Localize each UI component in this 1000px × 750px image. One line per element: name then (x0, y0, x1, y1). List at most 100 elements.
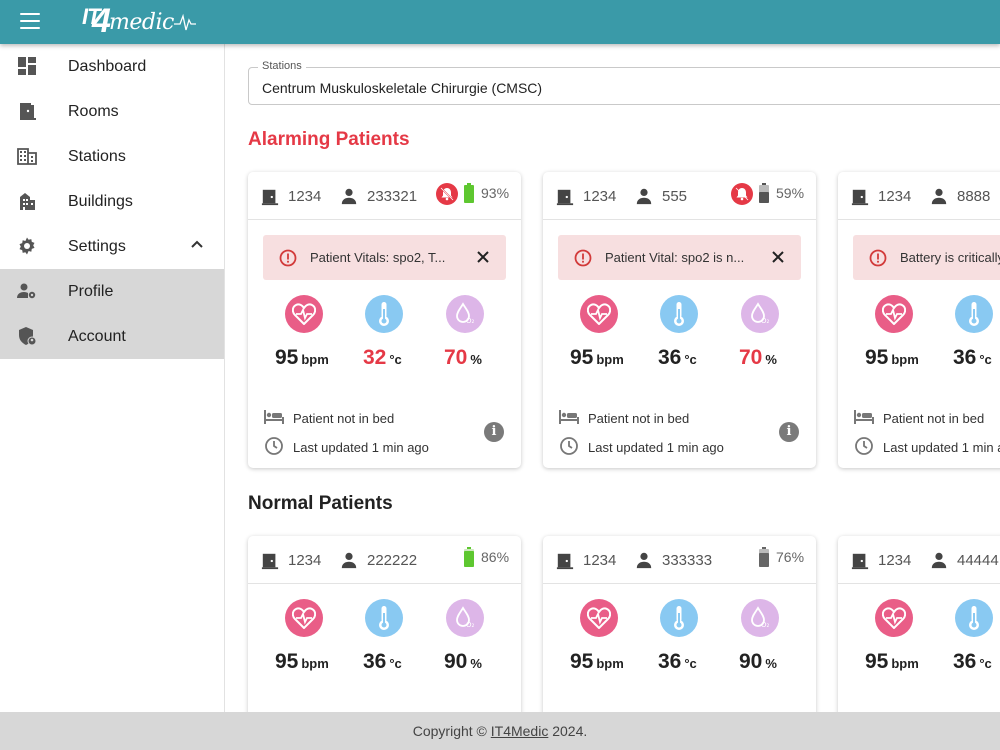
alert-circle-icon (279, 249, 297, 267)
info-icon[interactable]: i (779, 422, 799, 442)
room-number: 1234 (288, 552, 322, 569)
alarm-patient-card[interactable]: 1234 8888 Battery is critically 95 bpm 36… (838, 172, 1000, 468)
alarm-bell-icon[interactable] (436, 183, 458, 205)
it4medic-link[interactable]: IT4Medic (490, 723, 549, 739)
normal-patient-card[interactable]: 1234 222222 86% O₂ 95 bpm 36 °c 90% (248, 536, 521, 712)
person-icon (636, 552, 652, 569)
card-header: 1234 222222 86% (248, 536, 521, 584)
oxygen-drop-icon: O₂ (741, 295, 779, 333)
spo2-value: 70% (444, 346, 482, 369)
card-header: 1234 44444 (838, 536, 1000, 584)
bed-icon (854, 410, 874, 424)
battery-icon (464, 547, 474, 567)
svg-text:O₂: O₂ (466, 317, 475, 325)
clock-icon (855, 437, 873, 455)
sidebar-item-label: Buildings (68, 192, 133, 210)
alert-message: Patient Vital: spo2 is n... (605, 250, 745, 265)
sidebar-item-stations[interactable]: Stations (0, 134, 224, 179)
person-icon (931, 552, 947, 569)
it4medic-logo[interactable]: IT 4 medic (82, 4, 202, 38)
station-select-label: Stations (258, 60, 306, 72)
heart-rate-icon (285, 295, 323, 333)
svg-text:O₂: O₂ (761, 317, 770, 325)
bed-status-text: Patient not in bed (293, 411, 395, 426)
temperature-value: 36 °c (658, 650, 697, 673)
menu-icon[interactable] (20, 13, 40, 29)
chevron-up-icon[interactable] (190, 239, 204, 249)
normal-patient-card[interactable]: 1234 333333 76% O₂ 95 bpm 36 °c 90% (543, 536, 816, 712)
card-header: 1234 555 59% (543, 172, 816, 220)
shield-account-icon (19, 327, 37, 346)
temperature-value: 36 °c (363, 650, 402, 673)
station-select[interactable]: Stations Centrum Muskuloskeletale Chirur… (248, 60, 1000, 105)
patient-id: 8888 (957, 188, 991, 205)
battery-icon (759, 183, 769, 203)
heart-rate-icon (875, 599, 913, 637)
thermometer-icon (955, 599, 993, 637)
heart-rate-value: 95 bpm (275, 346, 329, 369)
gear-icon (19, 237, 35, 255)
sidebar-item-label: Dashboard (68, 57, 147, 75)
heart-rate-icon (580, 599, 618, 637)
station-building-icon (17, 148, 37, 165)
patient-id: 233321 (367, 188, 418, 205)
normal-patient-card[interactable]: 1234 44444 95 bpm 36 °c (838, 536, 1000, 712)
bed-status-text: Patient not in bed (883, 411, 985, 426)
clock-icon (560, 437, 578, 455)
sidebar-item-dashboard[interactable]: Dashboard (0, 44, 224, 89)
sidebar-item-account[interactable]: Account (0, 314, 224, 359)
door-icon (851, 553, 869, 570)
alarm-patient-card[interactable]: 1234 555 59% Patient Vital: spo2 is n...… (543, 172, 816, 468)
door-icon (20, 103, 36, 120)
heart-rate-value: 95 bpm (865, 650, 919, 673)
battery-percent: 93% (481, 185, 510, 201)
bed-status-text: Patient not in bed (588, 411, 690, 426)
sidebar-item-buildings[interactable]: Buildings (0, 179, 224, 224)
patient-id: 333333 (662, 552, 713, 569)
close-icon[interactable] (771, 250, 785, 264)
battery-icon (464, 183, 474, 203)
last-updated-text: Last updated 1 min ago (293, 440, 429, 455)
bed-icon (264, 410, 284, 424)
alert-message: Battery is critically (900, 250, 1000, 265)
info-icon[interactable]: i (484, 422, 504, 442)
sidebar-item-profile[interactable]: Profile (0, 269, 224, 314)
door-icon (261, 553, 279, 570)
sidebar-item-settings[interactable]: Settings (0, 224, 224, 269)
sidebar-item-label: Rooms (68, 102, 119, 120)
door-icon (556, 553, 574, 570)
alarming-patients-heading: Alarming Patients (248, 129, 410, 150)
thermometer-icon (955, 295, 993, 333)
close-icon[interactable] (476, 250, 490, 264)
heart-rate-value: 95 bpm (570, 346, 624, 369)
bed-icon (559, 410, 579, 424)
sidebar-item-rooms[interactable]: Rooms (0, 89, 224, 134)
alarm-bell-icon[interactable] (731, 183, 753, 205)
person-icon (341, 188, 357, 205)
alarm-patient-card[interactable]: 1234 233321 93% Patient Vitals: spo2, T.… (248, 172, 521, 468)
card-header: 1234 8888 (838, 172, 1000, 220)
room-number: 1234 (583, 188, 617, 205)
heart-rate-icon (580, 295, 618, 333)
alert-circle-icon (869, 249, 887, 267)
sidebar-item-label: Settings (68, 237, 126, 255)
temperature-value: 36 °c (658, 346, 697, 369)
logo-medic: medic (109, 10, 174, 35)
spo2-value: 90% (739, 650, 777, 673)
dashboard-icon (18, 57, 36, 75)
temperature-value: 36 °c (953, 650, 992, 673)
station-select-value: Centrum Muskuloskeletale Chirurgie (CMSC… (262, 80, 543, 96)
thermometer-icon (660, 599, 698, 637)
last-updated-text: Last updated 1 min ago (588, 440, 724, 455)
sidebar: Dashboard Rooms Stations Buildings Setti… (0, 44, 225, 712)
sidebar-item-label: Account (68, 327, 126, 345)
sidebar-item-label: Stations (68, 147, 126, 165)
last-updated-text: Last updated 1 min a (883, 440, 1000, 455)
person-icon (931, 188, 947, 205)
oxygen-drop-icon: O₂ (741, 599, 779, 637)
thermometer-icon (660, 295, 698, 333)
alert-message: Patient Vitals: spo2, T... (310, 250, 446, 265)
temperature-value: 32 °c (363, 346, 402, 369)
normal-patients-heading: Normal Patients (248, 493, 393, 514)
sidebar-item-label: Profile (68, 282, 114, 300)
